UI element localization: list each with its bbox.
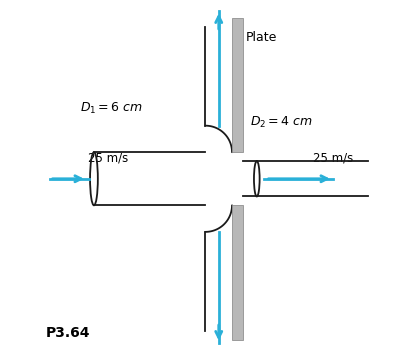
- Text: 25 m/s: 25 m/s: [313, 151, 353, 164]
- Bar: [232, 18, 242, 152]
- Text: $D_2 = 4$ cm: $D_2 = 4$ cm: [250, 115, 313, 130]
- Text: $D_1 = 6$ cm: $D_1 = 6$ cm: [80, 101, 143, 115]
- Text: Plate: Plate: [246, 31, 278, 44]
- Text: P3.64: P3.64: [46, 326, 91, 340]
- Text: 25 m/s: 25 m/s: [88, 151, 128, 164]
- Bar: [232, 205, 242, 340]
